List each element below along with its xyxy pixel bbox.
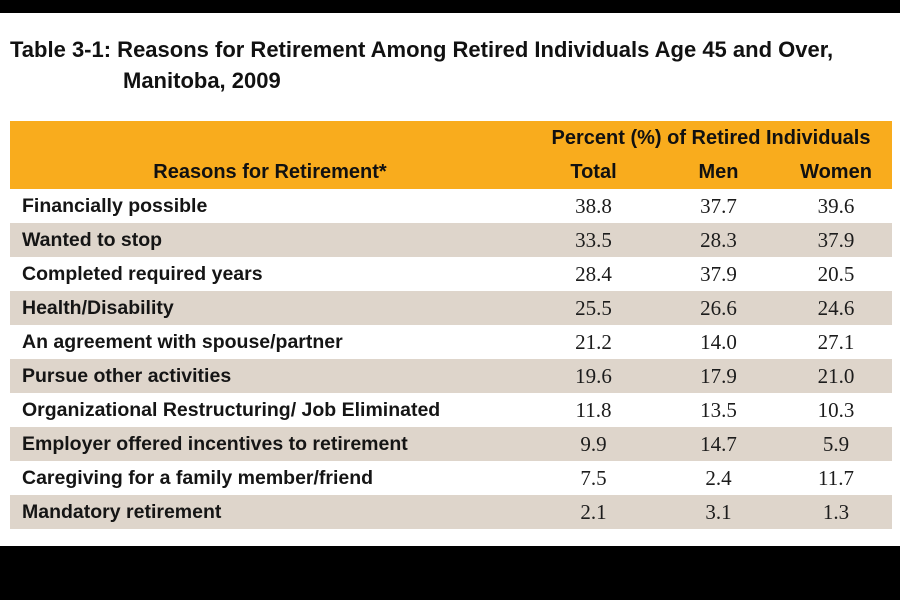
table-column-header-row: Reasons for Retirement* Total Men Women: [10, 155, 892, 189]
women-value: 5.9: [822, 431, 850, 456]
total-value: 28.4: [575, 261, 612, 286]
men-value: 26.6: [700, 295, 737, 320]
table-row: Caregiving for a family member/friend 7.…: [10, 461, 892, 495]
men-value: 37.7: [700, 193, 737, 218]
total-value: 33.5: [575, 227, 612, 252]
reason-label: Mandatory retirement: [22, 500, 222, 523]
total-value: 2.1: [580, 499, 607, 524]
reason-label: Completed required years: [22, 262, 263, 285]
women-value: 24.6: [817, 295, 855, 320]
men-value: 3.1: [705, 499, 732, 524]
total-value: 19.6: [575, 363, 612, 388]
women-value: 39.6: [817, 193, 855, 218]
group-header-label: Percent (%) of Retired Individuals: [551, 126, 871, 149]
table-row: Mandatory retirement 2.1 3.1 1.3: [10, 495, 892, 529]
table-title-line2: Manitoba, 2009: [123, 68, 281, 93]
men-value: 13.5: [700, 397, 737, 422]
reason-label: Employer offered incentives to retiremen…: [22, 432, 408, 455]
table-row: Financially possible 38.8 37.7 39.6: [10, 189, 892, 223]
women-value: 11.7: [818, 465, 854, 490]
column-header-women: Women: [800, 160, 872, 183]
table-row: Employer offered incentives to retiremen…: [10, 427, 892, 461]
table-title-line1: Table 3-1: Reasons for Retirement Among …: [10, 37, 834, 62]
women-value: 1.3: [822, 499, 850, 524]
table-row: Completed required years 28.4 37.9 20.5: [10, 257, 892, 291]
table-row: Health/Disability 25.5 26.6 24.6: [10, 291, 892, 325]
women-value: 10.3: [817, 397, 855, 422]
column-header-reasons: Reasons for Retirement*: [153, 160, 387, 183]
table-body: Financially possible 38.8 37.7 39.6 Want…: [10, 189, 892, 529]
reason-label: Caregiving for a family member/friend: [22, 466, 374, 489]
bottom-black-bar: [0, 546, 900, 600]
men-value: 37.9: [700, 261, 737, 286]
women-value: 20.5: [817, 261, 855, 286]
total-value: 21.2: [575, 329, 612, 354]
reason-label: An agreement with spouse/partner: [22, 330, 343, 353]
table-title: Table 3-1: Reasons for Retirement Among …: [10, 34, 890, 96]
top-black-bar: [0, 0, 900, 13]
men-value: 17.9: [700, 363, 737, 388]
table-row: Organizational Restructuring/ Job Elimin…: [10, 393, 892, 427]
table-row: Pursue other activities 19.6 17.9 21.0: [10, 359, 892, 393]
men-value: 14.0: [700, 329, 737, 354]
total-value: 9.9: [580, 431, 607, 456]
table-row: Wanted to stop 33.5 28.3 37.9: [10, 223, 892, 257]
reason-label: Financially possible: [22, 194, 208, 217]
women-value: 21.0: [817, 363, 855, 388]
reason-label: Organizational Restructuring/ Job Elimin…: [22, 398, 441, 421]
table-header: Percent (%) of Retired Individuals Reaso…: [10, 121, 892, 189]
retirement-reasons-table: Percent (%) of Retired Individuals Reaso…: [10, 121, 892, 529]
total-value: 38.8: [575, 193, 612, 218]
reason-label: Wanted to stop: [22, 228, 163, 251]
table-row: An agreement with spouse/partner 21.2 14…: [10, 325, 892, 359]
men-value: 28.3: [700, 227, 737, 252]
men-value: 2.4: [705, 465, 732, 490]
women-value: 27.1: [817, 329, 855, 354]
reason-label: Health/Disability: [22, 296, 174, 319]
column-header-total: Total: [570, 160, 617, 183]
column-header-men: Men: [698, 160, 739, 183]
reason-label: Pursue other activities: [22, 364, 232, 387]
total-value: 25.5: [575, 295, 612, 320]
total-value: 11.8: [575, 397, 612, 422]
men-value: 14.7: [700, 431, 737, 456]
women-value: 37.9: [817, 227, 855, 252]
table-group-header-row: Percent (%) of Retired Individuals: [10, 121, 892, 155]
total-value: 7.5: [580, 465, 607, 490]
